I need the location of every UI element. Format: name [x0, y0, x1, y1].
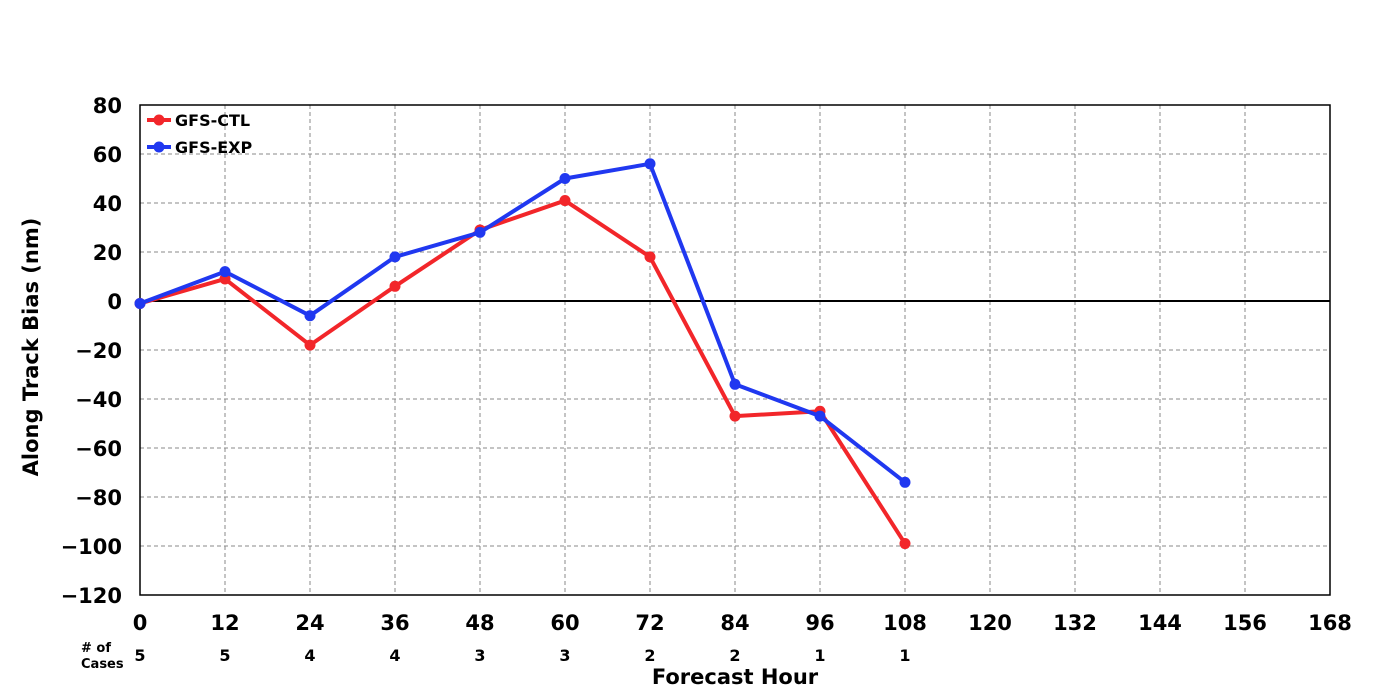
y-tick-label: 40: [93, 192, 122, 216]
legend-swatch-marker: [153, 141, 165, 153]
data-point-gfs-exp: [559, 173, 571, 184]
data-point-gfs-ctl: [729, 410, 741, 422]
case-count: 1: [814, 646, 825, 665]
y-tick-label: −40: [75, 388, 122, 412]
case-count: 5: [134, 646, 145, 665]
plot-frame: [139, 104, 1331, 596]
x-tick-label: 24: [295, 611, 324, 635]
data-point-gfs-ctl: [559, 195, 571, 207]
case-count: 3: [474, 646, 485, 665]
data-point-gfs-ctl: [389, 280, 401, 292]
legend-label: GFS-CTL: [175, 111, 250, 130]
data-point-gfs-exp: [729, 378, 741, 390]
case-count: 4: [389, 646, 400, 665]
y-tick-label: 0: [107, 290, 122, 314]
case-count: 1: [899, 646, 910, 665]
x-tick-label: 0: [133, 611, 148, 635]
x-tick-labels: 0 12 24 36 48 60 72 84 96 108 120 132 144 156 168: [133, 611, 1352, 635]
x-tick-label: 36: [380, 611, 409, 635]
y-tick-label: 60: [93, 143, 122, 167]
x-axis-title: Forecast Hour: [652, 665, 819, 689]
y-tick-labels: 80 60 40 20 0 −20 −40 −60 −80 −100 −120: [61, 94, 122, 608]
data-point-gfs-ctl: [304, 339, 316, 351]
y-tick-label: 80: [93, 94, 122, 118]
y-tick-label: −20: [75, 339, 122, 363]
data-point-gfs-exp: [219, 266, 231, 278]
y-tick-label: −120: [61, 584, 122, 608]
legend-label: GFS-EXP: [175, 138, 252, 157]
case-counts: 5 5 4 4 3 3 2 2 1 1: [134, 646, 910, 665]
data-point-gfs-ctl: [644, 251, 656, 263]
case-count: 2: [644, 646, 655, 665]
legend-swatch-marker: [153, 114, 165, 126]
y-tick-label: −100: [61, 535, 122, 559]
series-line-gfs-exp: [138, 161, 907, 485]
y-tick-label: −60: [75, 437, 122, 461]
x-tick-label: 60: [550, 611, 579, 635]
data-point-gfs-exp: [644, 158, 656, 170]
case-count: 3: [559, 646, 570, 665]
y-tick-label: −80: [75, 486, 122, 510]
x-tick-label: 72: [635, 611, 664, 635]
x-tick-label: 108: [883, 611, 927, 635]
case-count: 2: [729, 646, 740, 665]
cases-label-line2: Cases: [81, 657, 124, 672]
data-point-gfs-exp: [134, 297, 146, 309]
legend: GFS-CTL GFS-EXP: [147, 111, 252, 157]
data-point-gfs-exp: [474, 226, 486, 238]
x-tick-label: 144: [1138, 611, 1182, 635]
grid-lines: [140, 105, 1330, 595]
x-tick-label: 48: [465, 611, 494, 635]
x-tick-label: 96: [805, 611, 834, 635]
x-tick-label: 120: [968, 611, 1012, 635]
y-axis-title: Along Track Bias (nm): [19, 218, 43, 477]
x-tick-label: 84: [720, 611, 749, 635]
y-tick-label: 20: [93, 241, 122, 265]
x-tick-label: 156: [1223, 611, 1267, 635]
case-count: 4: [304, 646, 315, 665]
series-lines: [134, 158, 911, 550]
x-tick-label: 168: [1308, 611, 1352, 635]
data-point-gfs-exp: [814, 410, 826, 422]
data-point-gfs-ctl: [899, 538, 911, 550]
x-tick-label: 12: [210, 611, 239, 635]
x-tick-label: 132: [1053, 611, 1097, 635]
case-count: 5: [219, 646, 230, 665]
data-point-gfs-exp: [304, 310, 316, 322]
data-point-gfs-exp: [899, 476, 911, 488]
series-line-gfs-ctl: [138, 198, 907, 546]
cases-label-line1: # of: [81, 641, 111, 656]
data-point-gfs-exp: [389, 251, 401, 263]
